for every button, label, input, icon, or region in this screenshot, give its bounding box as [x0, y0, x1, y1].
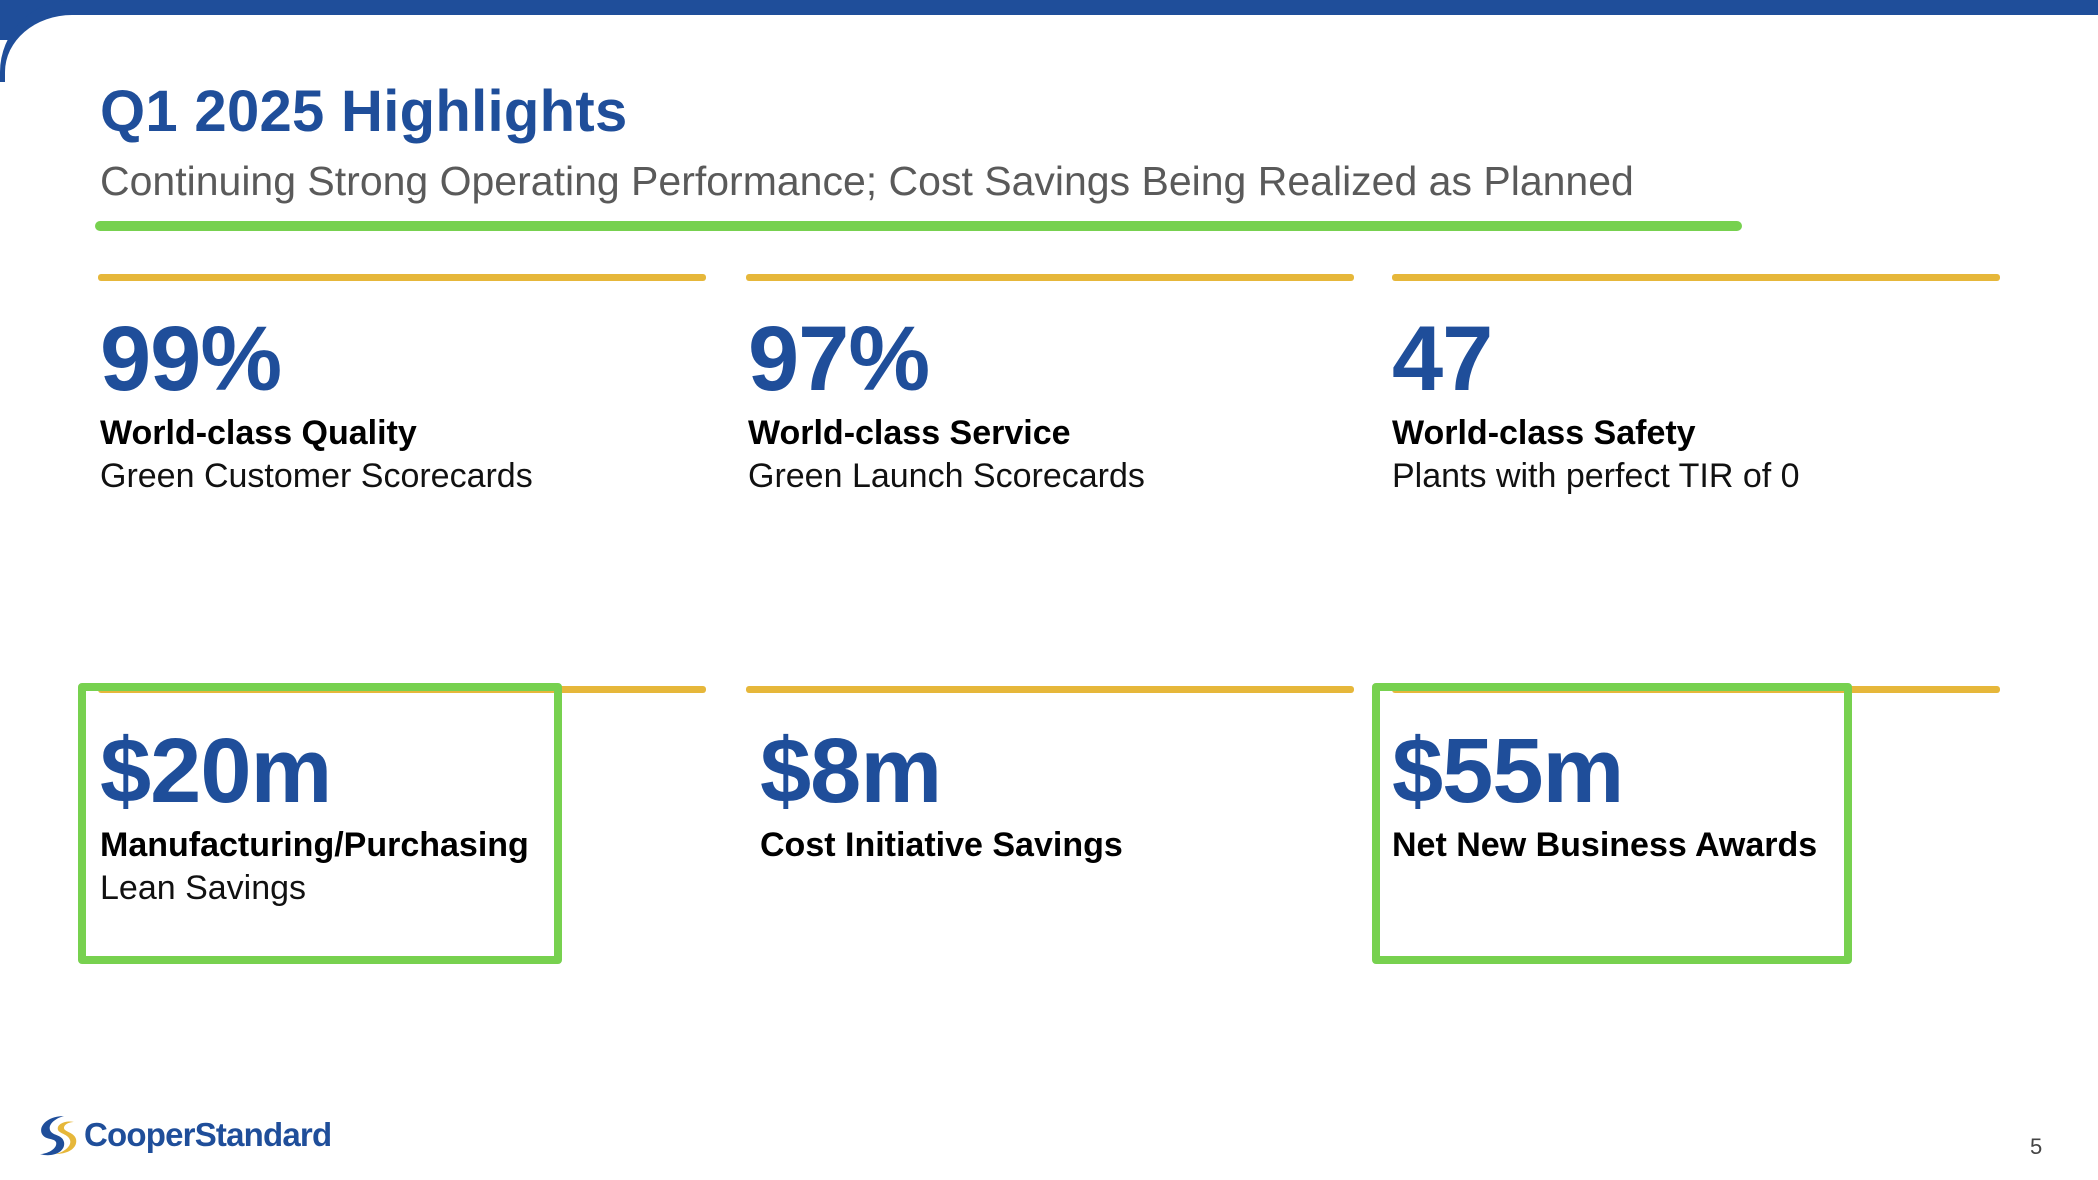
metric-value: 99%: [100, 308, 282, 410]
metric-sublabel: Plants with perfect TIR of 0: [1392, 456, 1800, 495]
metric-service: 97% World-class Service Green Launch Sco…: [748, 313, 1145, 497]
header-band: [0, 0, 2098, 15]
metric-value: $8m: [760, 720, 942, 822]
metric-label: World-class Quality: [100, 414, 417, 452]
metric-new-business: $55m Net New Business Awards: [1392, 725, 1817, 866]
metric-sublabel: Lean Savings: [100, 868, 307, 907]
metric-cost-savings: $8m Cost Initiative Savings: [760, 725, 1123, 866]
cooper-standard-swoosh-icon: [40, 1116, 77, 1156]
metric-label: Manufacturing/Purchasing: [100, 826, 529, 864]
logo-wordmark: CooperStandard: [84, 1116, 332, 1153]
company-logo: CooperStandard: [34, 1112, 332, 1158]
divider-quality: [98, 274, 706, 281]
metric-label: Net New Business Awards: [1392, 826, 1818, 864]
metric-value: $20m: [100, 720, 332, 822]
metric-value: 97%: [748, 308, 930, 410]
metric-quality: 99% World-class Quality Green Customer S…: [100, 313, 533, 497]
slide-title: Q1 2025 Highlights: [100, 79, 628, 144]
metric-label: World-class Safety: [1392, 414, 1696, 452]
metric-value: 47: [1392, 308, 1493, 410]
divider-service: [746, 274, 1354, 281]
metric-safety: 47 World-class Safety Plants with perfec…: [1392, 313, 1800, 497]
metric-label: Cost Initiative Savings: [760, 826, 1123, 864]
divider-cost: [746, 686, 1354, 693]
highlight-box-lean: [78, 683, 562, 964]
highlight-box-awards: [1372, 683, 1852, 964]
slide-subtitle: Continuing Strong Operating Performance;…: [100, 158, 1634, 204]
metric-lean-savings: $20m Manufacturing/Purchasing Lean Savin…: [100, 725, 529, 909]
divider-safety: [1392, 274, 2000, 281]
metric-label: World-class Service: [748, 414, 1071, 452]
page-number: 5: [2030, 1134, 2043, 1159]
metric-sublabel: Green Customer Scorecards: [100, 456, 533, 495]
metric-value: $55m: [1392, 720, 1624, 822]
title-underline: [95, 221, 1742, 231]
metric-sublabel: Green Launch Scorecards: [748, 456, 1145, 495]
